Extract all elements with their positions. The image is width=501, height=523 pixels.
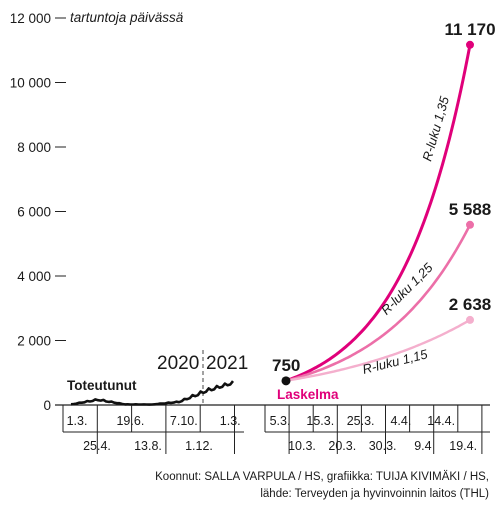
forecast-end-value-label: 5 588 [449, 200, 492, 219]
y-tick-label-4000: 4 000 [17, 269, 51, 284]
y-axis: 0 2 000 4 000 6 000 8 000 10 000 12 000 [10, 11, 51, 413]
forecast-end-point [466, 40, 474, 49]
forecast-lines [285, 44, 472, 383]
forecast-end-point [466, 315, 474, 324]
actual-x-axis: 1.3. 19.6. 7.10. 1.3. 25.4. 13.8. 1.12. [62, 405, 244, 454]
y-tick-label-12000: 12 000 [10, 11, 51, 26]
actual-x-tick-label: 1.3. [67, 414, 88, 428]
actual-x-tick-label: 13.8. [134, 439, 162, 453]
forecast-x-tick-label: 30.3. [369, 439, 397, 453]
forecast-end-value-label: 11 170 [444, 20, 495, 39]
actual-x-tick-label: 25.4. [83, 439, 111, 453]
forecast-series-line [285, 224, 472, 383]
credit-line-1: Koonnut: SALLA VARPULA / HS, grafiikka: … [155, 471, 489, 483]
y-axis-label: tartuntoja päivässä [70, 10, 184, 25]
forecast-x-tick-label: 20.3. [328, 439, 356, 453]
forecast-series-line [285, 44, 472, 383]
y-tick-label-8000: 8 000 [17, 140, 51, 155]
year-label-2021: 2021 [206, 353, 248, 374]
forecast-x-tick-label: 19.4. [449, 439, 477, 453]
credit-line-2: lähde: Terveyden ja hyvinvoinnin laitos … [260, 488, 489, 500]
forecast-label: Laskelma [277, 387, 339, 402]
actual-series-label: Toteutunut [67, 378, 137, 393]
forecast-x-tick-label: 9.4 [414, 439, 431, 453]
forecast-end-value-label: 2 638 [449, 295, 492, 314]
forecast-x-axis: 5.3. 15.3. 25.3. 4.4. 14.4. 10.3. 20.3. 30.3. 9.… [264, 405, 490, 454]
actual-x-tick-label: 1.3. [220, 414, 241, 428]
forecast-end-point [466, 220, 474, 229]
actual-series-line [70, 380, 235, 406]
y-tick-label-2000: 2 000 [17, 334, 51, 349]
start-point [281, 376, 291, 386]
forecast-x-tick-label: 10.3. [288, 439, 316, 453]
forecast-series-name-label: R-luku 1,15 [361, 346, 430, 377]
actual-x-tick-label: 19.6. [116, 414, 144, 428]
start-value-label: 750 [272, 356, 300, 375]
actual-panel: 2020 2021 Toteutunut 1.3. 19.6. 7.10. 1.3. 2… [62, 350, 248, 454]
y-tick-label-10000: 10 000 [10, 76, 51, 91]
y-tick-label-0: 0 [43, 398, 51, 413]
actual-x-tick-label: 1.12. [185, 439, 213, 453]
forecast-x-tick-label: 4.4. [390, 414, 411, 428]
actual-x-tick-label: 7.10. [170, 414, 198, 428]
forecast-x-tick-label: 14.4. [427, 414, 455, 428]
y-tick-label-6000: 6 000 [17, 205, 51, 220]
year-label-2020: 2020 [157, 353, 199, 374]
forecast-x-tick-label: 15.3. [306, 414, 334, 428]
forecast-x-tick-label: 25.3. [347, 414, 375, 428]
forecast-x-tick-label: 5.3. [270, 414, 291, 428]
forecast-series-name-label: R-luku 1,25 [378, 259, 436, 317]
forecast-series-line [285, 318, 471, 382]
